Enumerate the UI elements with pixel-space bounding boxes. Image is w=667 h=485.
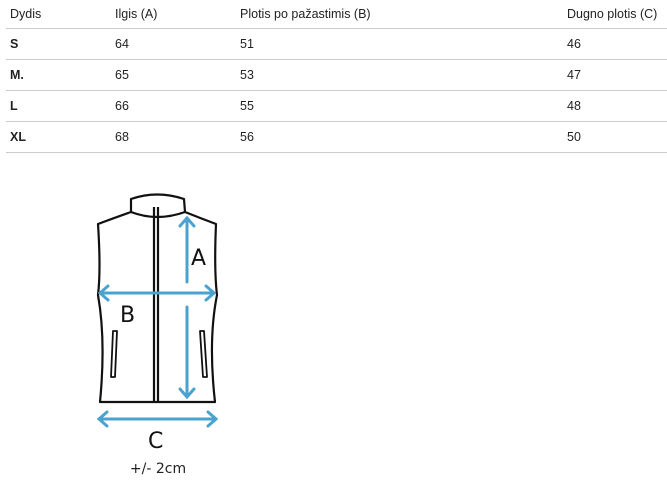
table-row: M. 65 53 47 <box>6 60 667 91</box>
bottom-cell: 50 <box>567 130 581 144</box>
header-bottom-width: Dugno plotis (C) <box>567 7 658 21</box>
table-row: S 64 51 46 <box>6 29 667 60</box>
label-a: A <box>191 246 206 271</box>
chest-cell: 55 <box>240 99 254 113</box>
table-header: Dydis Ilgis (A) Plotis po pažastimis (B)… <box>6 0 667 29</box>
size-cell: XL <box>10 130 26 144</box>
size-cell: M. <box>10 68 24 82</box>
bottom-cell: 48 <box>567 99 581 113</box>
length-cell: 65 <box>115 68 129 82</box>
measurement-arrows <box>96 215 219 428</box>
size-table: Dydis Ilgis (A) Plotis po pažastimis (B)… <box>6 0 667 153</box>
chest-cell: 51 <box>240 37 254 51</box>
header-chest-width: Plotis po pažastimis (B) <box>240 7 371 21</box>
length-cell: 64 <box>115 37 129 51</box>
size-cell: S <box>10 37 19 51</box>
length-cell: 66 <box>115 99 129 113</box>
label-b: B <box>120 303 135 328</box>
length-cell: 68 <box>115 130 129 144</box>
chest-cell: 53 <box>240 68 254 82</box>
size-cell: L <box>10 99 18 113</box>
chest-cell: 56 <box>240 130 254 144</box>
label-c: C <box>148 429 163 454</box>
tolerance-note: +/- 2cm <box>130 461 186 477</box>
vest-outline <box>96 193 219 404</box>
arrow-a <box>178 215 196 400</box>
table-row: XL 68 56 50 <box>6 122 667 153</box>
arrow-b <box>97 284 217 302</box>
table-row: L 66 55 48 <box>6 91 667 122</box>
bottom-cell: 47 <box>567 68 581 82</box>
header-length: Ilgis (A) <box>115 7 158 21</box>
bottom-cell: 46 <box>567 37 581 51</box>
header-size: Dydis <box>10 7 42 21</box>
arrow-c <box>96 410 219 428</box>
